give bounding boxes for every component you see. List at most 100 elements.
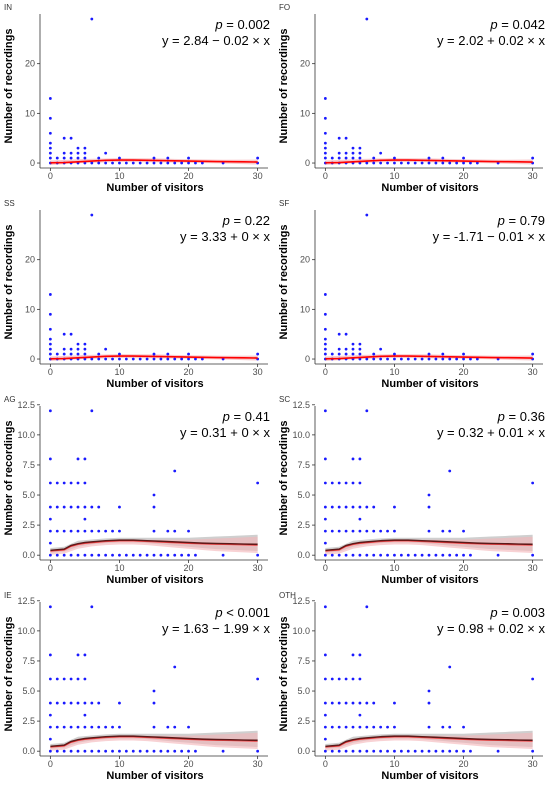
data-point xyxy=(76,749,80,753)
data-point xyxy=(69,352,73,356)
data-point xyxy=(83,347,87,351)
data-point xyxy=(393,357,396,361)
data-point xyxy=(118,505,121,509)
plot-area: 0 10 20 30 0 10 20 xyxy=(300,210,543,377)
data-point xyxy=(166,352,170,356)
data-point xyxy=(427,161,431,165)
y-tick-label: 0 xyxy=(30,158,35,168)
data-point xyxy=(358,347,362,351)
y-tick-label: 20 xyxy=(300,59,310,69)
data-point xyxy=(83,653,87,657)
data-point xyxy=(386,725,389,729)
data-point xyxy=(111,357,114,361)
chart-panel-oth: OTH p = 0.003 y = 0.98 + 0.02 × x Number… xyxy=(275,588,550,784)
chart-svg: IN p = 0.002 y = 2.84 − 0.02 × x Number … xyxy=(3,3,270,194)
data-point xyxy=(469,357,472,361)
smooth-line xyxy=(50,539,258,552)
data-point xyxy=(62,332,66,336)
data-point xyxy=(124,749,128,753)
smooth-line xyxy=(325,735,533,748)
data-point xyxy=(152,357,156,361)
data-point xyxy=(83,156,87,160)
data-point xyxy=(406,161,410,165)
data-point xyxy=(173,469,177,473)
panel-tag: SC xyxy=(279,395,290,404)
data-point xyxy=(76,457,80,461)
data-point xyxy=(448,749,452,753)
data-point xyxy=(90,17,94,21)
data-point xyxy=(83,151,87,155)
data-point xyxy=(83,146,87,150)
data-point xyxy=(48,352,52,356)
data-point xyxy=(187,357,190,361)
data-point xyxy=(379,347,383,351)
data-point xyxy=(344,332,348,336)
y-tick-label: 0 xyxy=(305,354,310,364)
x-tick-label: 0 xyxy=(323,563,328,573)
plot-area: 0 10 20 30 0.0 2.5 5.0 7.5 10.0 12.5 xyxy=(17,596,268,769)
data-point xyxy=(83,161,87,165)
data-point xyxy=(76,725,80,729)
panel-tag: SF xyxy=(279,199,289,208)
data-point xyxy=(337,156,341,160)
data-point xyxy=(372,725,376,729)
data-point xyxy=(323,312,327,316)
data-point xyxy=(200,161,204,165)
data-point xyxy=(344,151,348,155)
data-point xyxy=(55,677,59,681)
fit-line xyxy=(50,159,258,164)
regression-equation: y = 0.98 + 0.02 × x xyxy=(437,621,546,636)
x-tick-label: 0 xyxy=(48,759,53,769)
data-point xyxy=(152,689,156,693)
data-point xyxy=(365,553,369,557)
data-point xyxy=(48,457,52,461)
data-point xyxy=(323,653,327,657)
x-tick-label: 10 xyxy=(114,759,124,769)
x-tick-label: 10 xyxy=(389,367,399,377)
data-point xyxy=(55,553,59,557)
y-tick-label: 5.0 xyxy=(22,490,35,500)
data-point xyxy=(351,457,355,461)
data-point xyxy=(62,505,66,509)
data-point xyxy=(97,725,101,729)
data-point xyxy=(76,146,80,150)
data-point xyxy=(48,713,52,717)
data-point xyxy=(90,553,94,557)
data-point xyxy=(475,357,479,361)
data-point xyxy=(131,749,135,753)
data-point xyxy=(399,357,403,361)
data-point xyxy=(427,505,431,509)
y-tick-label: 12.5 xyxy=(17,400,35,410)
x-tick-label: 10 xyxy=(114,367,124,377)
fit-line xyxy=(50,355,258,360)
data-point xyxy=(76,529,80,533)
data-point xyxy=(194,357,197,361)
data-point xyxy=(159,161,163,165)
data-point xyxy=(83,481,87,485)
x-axis-label: Number of visitors xyxy=(106,574,203,586)
data-point xyxy=(365,409,369,413)
y-axis-label: Number of recordings xyxy=(278,421,290,536)
y-tick-label: 10.0 xyxy=(292,430,310,440)
data-point xyxy=(323,677,327,681)
data-point xyxy=(152,529,156,533)
data-point xyxy=(90,701,94,705)
data-point xyxy=(351,505,355,509)
plot-area: 0 10 20 30 0 10 20 xyxy=(25,14,268,181)
x-tick-label: 20 xyxy=(459,367,469,377)
data-point xyxy=(372,749,376,753)
x-tick-label: 0 xyxy=(323,171,328,181)
data-point xyxy=(365,725,369,729)
data-point xyxy=(427,529,431,533)
data-point xyxy=(337,553,341,557)
data-point xyxy=(76,347,80,351)
y-tick-label: 10 xyxy=(300,108,310,118)
y-tick-label: 2.5 xyxy=(22,520,35,530)
data-point xyxy=(406,357,410,361)
y-tick-label: 0.0 xyxy=(297,746,310,756)
data-point xyxy=(386,749,389,753)
data-point xyxy=(358,151,362,155)
data-point xyxy=(531,749,535,753)
data-point xyxy=(104,347,108,351)
